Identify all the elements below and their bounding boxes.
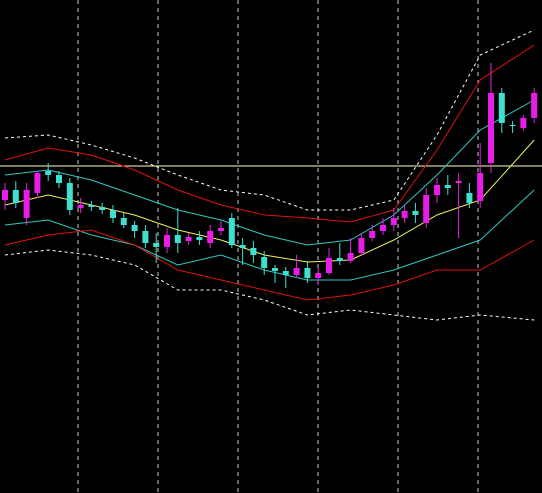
candle-body (434, 185, 440, 195)
candle-body (99, 207, 106, 210)
candle-body (207, 231, 214, 243)
candle-body (142, 231, 149, 243)
candle-body (380, 225, 386, 231)
band-line (4, 44, 535, 223)
candle-body (2, 190, 8, 200)
candle-body (412, 211, 419, 215)
candle-body (110, 210, 116, 218)
candle-body (23, 190, 30, 218)
candle-body (336, 258, 343, 261)
candle-body (228, 218, 235, 245)
candle-body (131, 225, 138, 231)
candle-body (390, 218, 397, 225)
candle-body (261, 257, 268, 268)
candle-body (531, 93, 538, 118)
candle-body (45, 171, 52, 175)
candle-body (488, 93, 494, 163)
candle-body (174, 235, 181, 243)
candle-body (304, 268, 311, 278)
candle-body (153, 243, 160, 247)
candle-body (369, 231, 376, 238)
band-line (4, 229, 535, 301)
candle-body (347, 253, 354, 261)
candle-body (498, 93, 505, 123)
band-line (4, 249, 535, 321)
candle-body (466, 193, 473, 203)
candle-body (77, 205, 84, 208)
candle-body (56, 175, 62, 183)
candle-body (218, 228, 224, 231)
candle-body (444, 185, 451, 188)
candle-body (185, 237, 192, 241)
candle-body (509, 125, 516, 126)
candle-body (477, 173, 484, 201)
candle-body (293, 268, 300, 275)
candle-body (239, 245, 246, 248)
candle-body (358, 238, 365, 253)
band-line (4, 99, 535, 246)
candle-body (455, 181, 462, 183)
candle-body (66, 183, 73, 210)
candle-body (272, 268, 278, 271)
candle-body (401, 211, 408, 218)
candle-body (315, 273, 322, 278)
candle-body (88, 205, 95, 207)
candle-body (326, 258, 332, 273)
candle-body (423, 195, 430, 223)
candle-body (250, 248, 257, 255)
candle-body (282, 271, 289, 275)
candle-body (34, 173, 41, 193)
candle-body (520, 118, 527, 128)
candle-body (164, 235, 170, 247)
candle-body (12, 190, 19, 203)
candle-body (196, 237, 203, 240)
candle-body (120, 218, 127, 225)
